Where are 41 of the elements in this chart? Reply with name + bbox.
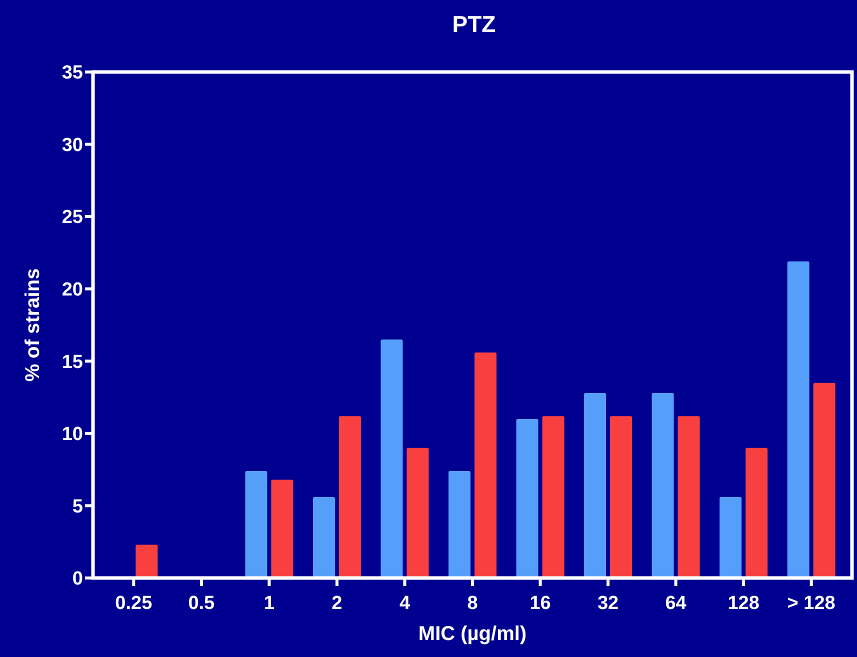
bar: [678, 416, 700, 578]
bar: [516, 418, 538, 578]
bar: [338, 416, 361, 578]
y-tick-label: 0: [72, 568, 83, 590]
bar: [448, 471, 470, 578]
x-tick-label: 1: [264, 593, 275, 614]
y-tick-label: 30: [62, 134, 83, 156]
bar: [813, 382, 836, 578]
x-tick-label: 0.25: [115, 593, 153, 614]
x-tick-label: 128: [728, 593, 760, 614]
bar: [652, 392, 674, 578]
bar: [746, 448, 768, 578]
bar: [584, 392, 606, 578]
bar: [542, 416, 564, 578]
bar: [610, 416, 632, 578]
x-tick-label: > 128: [787, 593, 836, 614]
bar: [380, 339, 403, 578]
y-tick-label: 20: [62, 280, 83, 301]
y-tick-label: 5: [72, 496, 84, 518]
chart-title: PTZ: [452, 11, 496, 37]
bar: [474, 352, 496, 578]
bar: [136, 544, 158, 578]
bar: [312, 497, 335, 578]
bar: [406, 448, 429, 578]
x-tick-label: 32: [597, 593, 619, 614]
bar: [245, 471, 268, 578]
x-tick-label: 2: [332, 593, 342, 614]
y-tick-label: 15: [62, 352, 84, 373]
x-tick-label: 16: [530, 593, 551, 614]
x-tick-label: 4: [399, 593, 410, 614]
bar: [271, 480, 294, 578]
y-tick-label: 10: [62, 424, 83, 446]
y-tick-label: 35: [62, 62, 84, 84]
y-axis-title: % of strains: [22, 268, 44, 382]
x-tick-label: 0.5: [188, 593, 216, 614]
bar: [720, 497, 742, 578]
x-tick-label: 64: [665, 593, 687, 614]
y-tick-label: 25: [62, 207, 84, 228]
x-tick-label: 8: [467, 593, 478, 614]
bar: [787, 261, 810, 578]
x-axis-title: MIC (µg/ml): [418, 623, 527, 645]
